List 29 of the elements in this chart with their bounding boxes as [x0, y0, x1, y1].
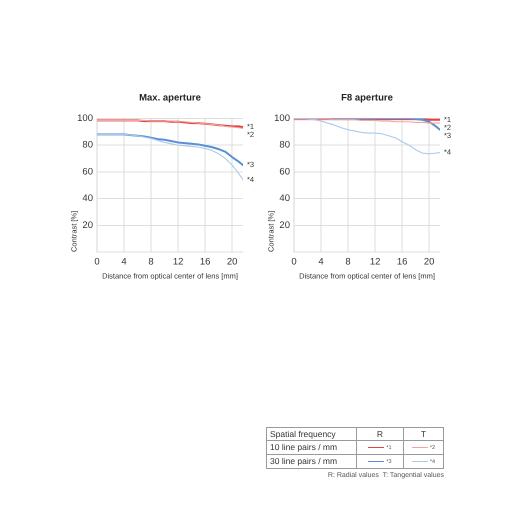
text: Spatial frequency: [266, 428, 356, 440]
x-tick-label: 12: [370, 256, 380, 268]
x-tick-label: 20: [226, 256, 238, 268]
x-tick-label: 4: [318, 256, 324, 268]
y-tick-label: 80: [279, 140, 290, 151]
x-tick-label: 0: [94, 256, 100, 268]
x-tick-label: 16: [396, 256, 408, 268]
text: 10 line pairs / mm: [266, 440, 356, 454]
y-tick-label: 60: [82, 166, 93, 178]
y-tick-label: 40: [279, 193, 290, 204]
y-tick-label: 100: [274, 113, 290, 124]
x-tick-label: 8: [345, 256, 351, 268]
x-tick-label: 8: [148, 256, 154, 268]
y-tick-label: 40: [82, 193, 93, 204]
y-tick-label: 60: [279, 166, 290, 178]
x-tick-label: 12: [172, 256, 184, 268]
x-tick-label: 4: [121, 256, 127, 268]
x-tick-label: 20: [424, 256, 434, 268]
x-tick-label: 0: [291, 256, 297, 268]
y-tick-label: 20: [82, 220, 93, 231]
text: 30 line pairs / mm: [266, 454, 356, 468]
x-tick-label: 16: [200, 256, 210, 268]
text: R: [356, 428, 404, 440]
y-tick-label: 100: [77, 113, 93, 124]
y-tick-label: 20: [279, 220, 290, 231]
chart-title: Max. aperture: [139, 92, 201, 104]
chart-title: F8 aperture: [341, 92, 393, 104]
y-tick-label: 80: [82, 140, 93, 151]
text: T: [404, 428, 444, 440]
